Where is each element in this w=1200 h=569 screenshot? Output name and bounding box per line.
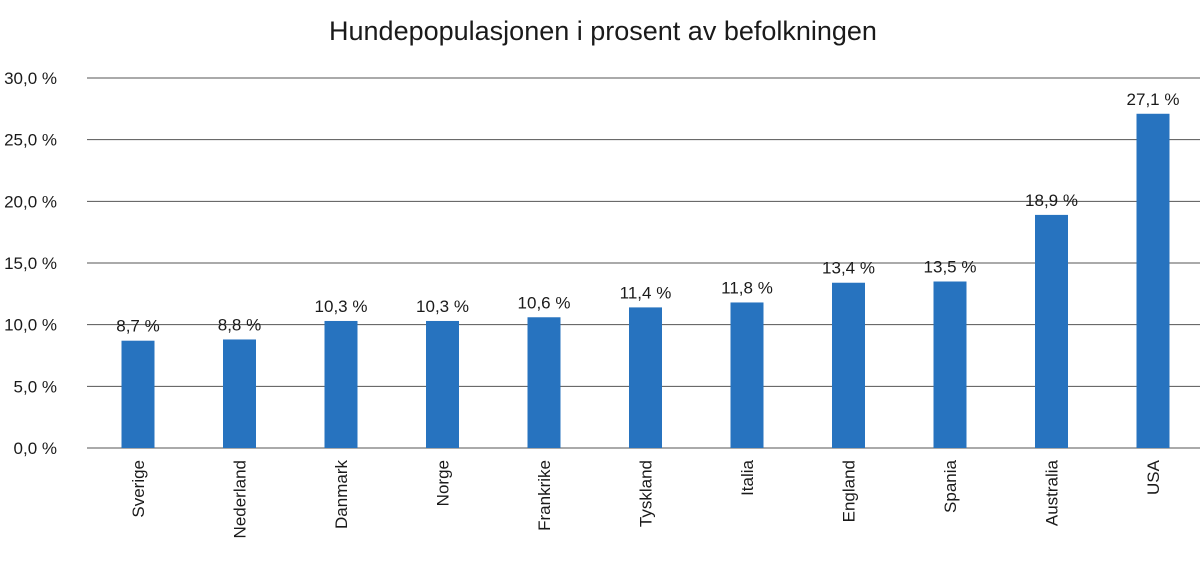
data-labels: 8,7 % 8,8 % 10,3 % 10,3 % 10,6 % 11,4 % 11,8 %… bbox=[116, 90, 1179, 336]
y-tick-label: 20,0 % bbox=[4, 192, 57, 211]
y-tick-label: 10,0 % bbox=[4, 316, 57, 335]
y-tick-label: 30,0 % bbox=[4, 69, 57, 88]
x-tick-label: Danmark bbox=[332, 460, 351, 529]
x-axis-tick-labels: Sverige Nederland Danmark Norge Frankrike Tys… bbox=[129, 459, 1163, 538]
data-label: 18,9 % bbox=[1025, 191, 1078, 210]
x-tick-label: Spania bbox=[941, 459, 960, 512]
x-tick-label: USA bbox=[1144, 459, 1163, 495]
data-label: 10,3 % bbox=[416, 297, 469, 316]
x-tick-label: Nederland bbox=[231, 460, 250, 538]
x-tick-label: Sverige bbox=[129, 460, 148, 518]
x-tick-label: Tyskland bbox=[637, 460, 656, 527]
data-label: 11,8 % bbox=[721, 278, 773, 297]
data-label: 8,7 % bbox=[116, 317, 159, 336]
x-tick-label: England bbox=[840, 460, 859, 522]
data-label: 27,1 % bbox=[1127, 90, 1180, 109]
bar bbox=[324, 320, 358, 448]
bar bbox=[121, 340, 155, 448]
bar bbox=[1136, 113, 1170, 449]
data-label: 13,4 % bbox=[822, 259, 875, 278]
bars bbox=[121, 113, 1170, 449]
y-tick-label: 15,0 % bbox=[4, 254, 57, 273]
data-label: 10,3 % bbox=[315, 297, 368, 316]
y-tick-label: 0,0 % bbox=[14, 439, 57, 458]
x-tick-label: Norge bbox=[434, 460, 453, 506]
y-tick-label: 25,0 % bbox=[4, 131, 57, 150]
data-label: 8,8 % bbox=[218, 315, 261, 334]
bar bbox=[527, 317, 561, 448]
bar bbox=[1035, 214, 1068, 448]
bar bbox=[730, 302, 764, 448]
x-tick-label: Australia bbox=[1043, 459, 1062, 526]
x-tick-label: Frankrike bbox=[535, 460, 554, 531]
y-axis-tick-labels: 0,0 % 5,0 % 10,0 % 15,0 % 20,0 % 25,0 % 30,0 % bbox=[4, 69, 57, 458]
data-label: 13,5 % bbox=[924, 258, 977, 277]
bar bbox=[426, 320, 459, 448]
data-label: 10,6 % bbox=[518, 293, 571, 312]
bar bbox=[832, 282, 865, 448]
bar bbox=[629, 307, 662, 448]
chart-title: Hundepopulasjonen i prosent av befolknin… bbox=[329, 16, 877, 46]
bar bbox=[933, 281, 967, 448]
bar bbox=[223, 339, 256, 448]
x-tick-label: Italia bbox=[738, 459, 757, 495]
data-label: 11,4 % bbox=[620, 283, 672, 302]
y-tick-label: 5,0 % bbox=[14, 377, 57, 396]
